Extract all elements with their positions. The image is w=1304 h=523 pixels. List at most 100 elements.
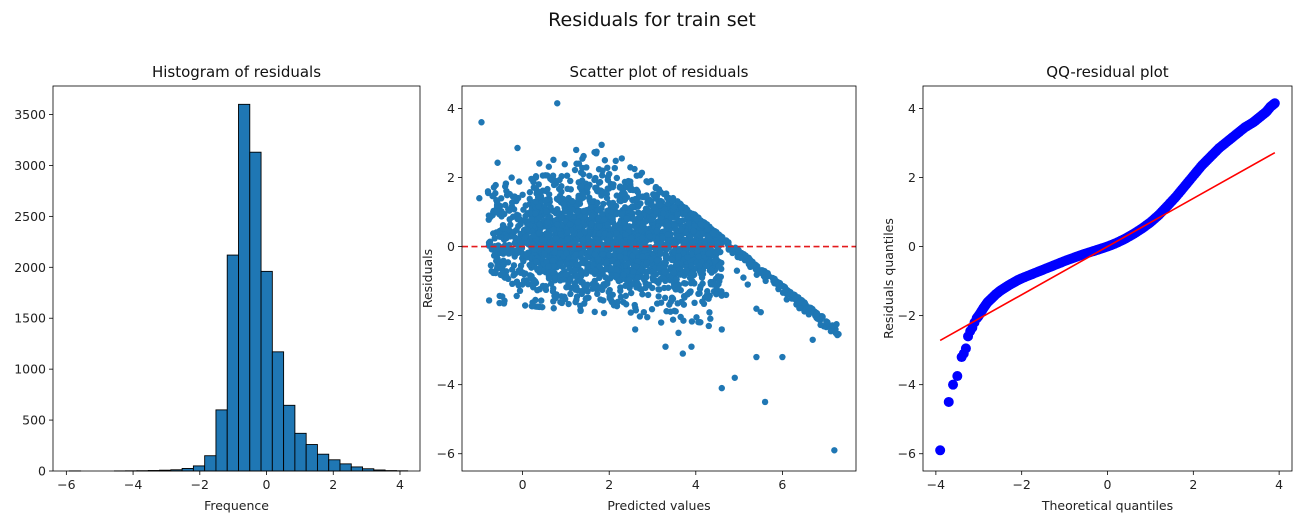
scatter-point — [813, 310, 820, 318]
scatter-point — [544, 219, 551, 226]
histogram-bar — [204, 455, 217, 472]
scatter-point — [621, 204, 629, 211]
scatter-point — [555, 196, 562, 204]
scatter-point — [542, 286, 550, 294]
scatter-point — [688, 318, 696, 325]
scatter-point — [577, 195, 585, 203]
scatter-point — [522, 233, 529, 241]
scatter-point — [688, 262, 695, 270]
scatter-point — [687, 234, 694, 241]
scatter-point — [690, 227, 697, 235]
scatter-point — [492, 181, 499, 189]
scatter-point — [529, 302, 536, 310]
scatter-point — [546, 213, 554, 221]
scatter-point — [581, 282, 588, 289]
scatter-point — [628, 234, 635, 241]
scatter-point — [563, 284, 570, 291]
scatter-point — [545, 163, 553, 170]
scatter-point — [613, 174, 621, 182]
scatter-point — [702, 221, 710, 229]
scatter-point — [706, 309, 713, 316]
histogram-bar — [350, 466, 363, 472]
scatter-point — [744, 281, 751, 288]
scatter-point — [596, 284, 604, 291]
scatter-point — [718, 235, 725, 242]
scatter-point — [579, 171, 587, 178]
scatter-axes: 0 2 4 6 −6 −4 −2 0 2 4 — [437, 101, 787, 492]
scatter-point — [672, 308, 679, 315]
scatter-point — [580, 152, 587, 160]
scatter-point — [675, 329, 682, 337]
scatter-point — [674, 211, 681, 218]
scatter-point — [545, 263, 552, 270]
scatter-point — [599, 211, 606, 218]
scatter-point — [669, 316, 677, 323]
scatter-point — [591, 267, 599, 274]
scatter-point — [667, 298, 675, 305]
scatter-point — [718, 288, 725, 295]
scatter-point — [693, 248, 701, 255]
scatter-point — [645, 207, 653, 215]
scatter-point — [705, 322, 712, 330]
qq-point — [935, 445, 946, 456]
scatter-point — [695, 253, 703, 261]
scatter-point — [612, 222, 619, 229]
scatter-point — [550, 285, 557, 292]
histogram-panel: Histogram of residuals Frequence −6 −4 −2 0… — [14, 63, 421, 513]
scatter-point — [572, 298, 579, 306]
scatter-point — [709, 267, 716, 275]
scatter-point — [678, 226, 685, 233]
scatter-point — [538, 297, 545, 304]
scatter-point — [722, 237, 730, 244]
scatter-point — [494, 159, 501, 166]
scatter-point — [604, 185, 611, 192]
scatter-point — [675, 233, 682, 240]
scatter-point — [674, 285, 682, 293]
qq-ytick-label: −6 — [898, 446, 916, 461]
scatter-point — [521, 302, 529, 309]
scatter-point — [535, 203, 542, 210]
scatter-point — [705, 250, 712, 257]
scatter-point — [675, 253, 682, 260]
scatter-point — [604, 236, 611, 244]
scatter-point — [771, 275, 778, 283]
scatter-point — [805, 311, 813, 318]
scatter-point — [722, 291, 730, 299]
scatter-point — [699, 298, 706, 305]
scatter-point — [591, 176, 598, 184]
scatter-point — [522, 270, 529, 277]
scatter-plot-area — [476, 100, 842, 454]
scatter-point — [679, 350, 687, 357]
scatter-point — [674, 198, 681, 206]
scatter-point — [622, 301, 630, 308]
scatter-point — [564, 185, 571, 193]
qq-ytick-label: 4 — [908, 101, 916, 116]
scatter-point — [613, 266, 620, 273]
scatter-point — [511, 270, 519, 278]
scatter-xtick-label: 4 — [692, 477, 700, 492]
scatter-point — [591, 308, 598, 316]
qq-xtick-label: −4 — [927, 477, 945, 492]
scatter-point — [561, 208, 568, 215]
scatter-point — [560, 200, 567, 208]
scatter-point — [523, 226, 531, 233]
scatter-ytick-label: 4 — [447, 101, 455, 116]
scatter-point — [586, 172, 593, 179]
scatter-point — [643, 259, 651, 266]
scatter-point — [516, 287, 524, 295]
scatter-point — [578, 177, 586, 184]
scatter-panel: Scatter plot of residuals Predicted valu… — [420, 63, 857, 513]
scatter-point — [579, 236, 587, 243]
histogram-bar — [316, 453, 330, 472]
scatter-point — [568, 206, 576, 213]
scatter-point — [591, 251, 599, 258]
scatter-point — [550, 156, 557, 164]
scatter-point — [740, 274, 747, 281]
scatter-point — [536, 229, 543, 237]
qq-point — [948, 379, 959, 390]
scatter-point — [632, 248, 640, 255]
scatter-point — [586, 248, 593, 255]
scatter-point — [817, 321, 824, 329]
scatter-point — [502, 201, 509, 209]
scatter-point — [596, 274, 603, 282]
